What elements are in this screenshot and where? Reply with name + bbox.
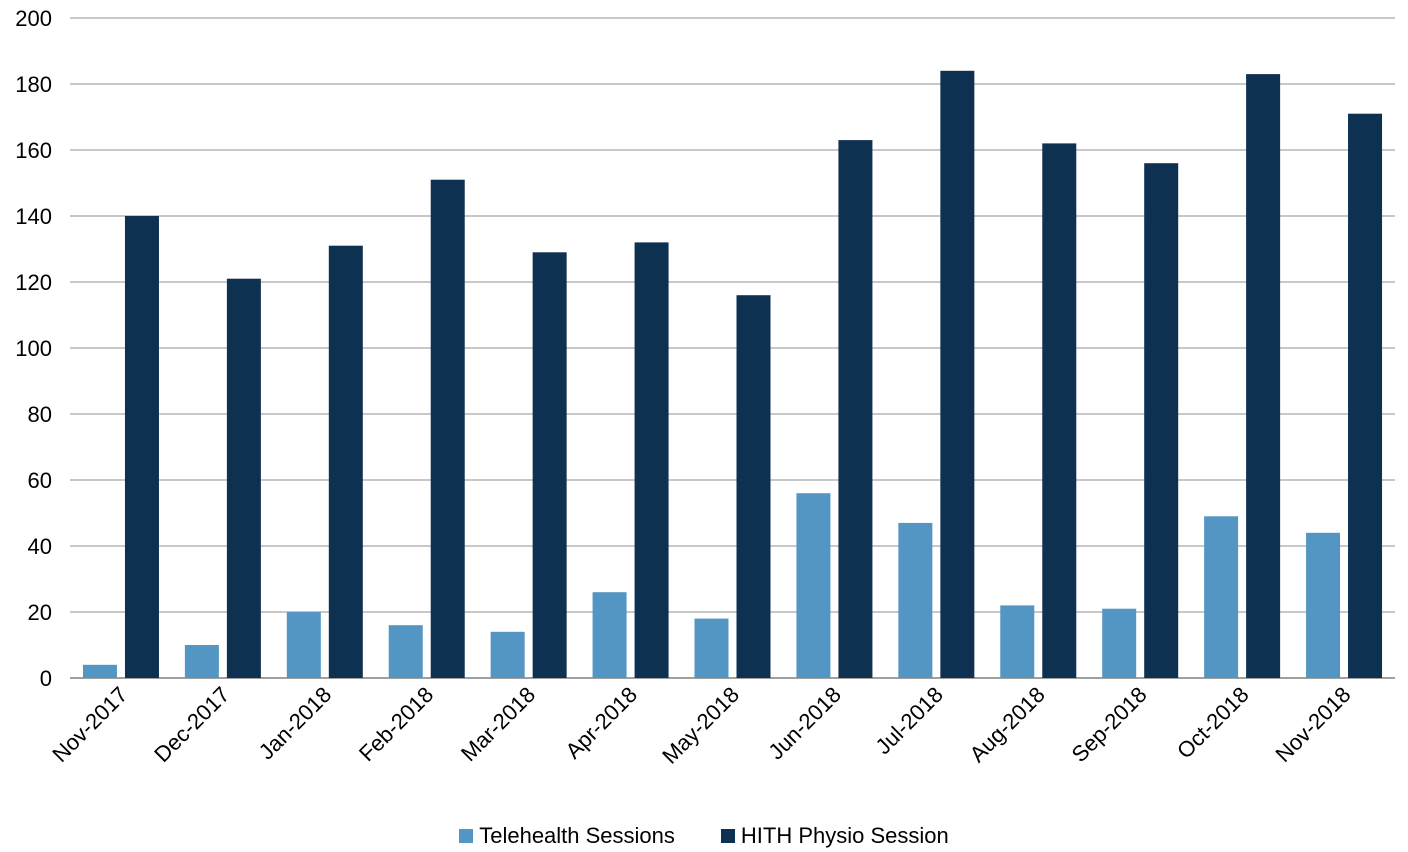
bar-hith [226,278,261,678]
bar-telehealth [694,618,729,678]
y-tick-label: 200 [15,6,52,31]
x-tick-label: May-2018 [657,682,744,769]
x-tick-label: Oct-2018 [1172,682,1254,764]
bar-telehealth [592,592,627,678]
bar-hith [1042,143,1077,678]
x-tick-label: Dec-2017 [149,682,234,767]
y-tick-label: 140 [15,204,52,229]
legend-label-telehealth: Telehealth Sessions [479,823,675,848]
x-tick-label: Nov-2018 [1270,682,1355,767]
y-tick-label: 100 [15,336,52,361]
bar-hith [1144,163,1179,678]
bar-hith [1348,113,1383,678]
bar-telehealth [82,664,117,678]
bar-hith [634,242,669,678]
y-tick-label: 120 [15,270,52,295]
bar-telehealth [1000,605,1035,678]
bar-hith [430,179,465,678]
y-tick-label: 180 [15,72,52,97]
bar-hith [1246,74,1281,679]
bar-telehealth [388,625,423,678]
bar-telehealth [1204,516,1239,678]
bar-hith [940,70,975,679]
legend-swatch-telehealth [459,829,474,843]
legend-item-hith: HITH Physio Session [720,823,949,849]
bar-hith [328,245,363,678]
x-tick-label: Sep-2018 [1067,682,1152,767]
y-tick-label: 60 [28,468,52,493]
legend-label-hith: HITH Physio Session [740,823,949,848]
bar-telehealth [490,631,525,678]
bar-hith [736,295,771,678]
x-tick-label: Mar-2018 [456,682,540,766]
legend-swatch-hith [720,829,735,843]
bar-telehealth [1306,532,1341,678]
bar-telehealth [898,522,933,678]
x-tick-label: Apr-2018 [560,682,642,764]
bar-telehealth [796,493,831,678]
y-tick-label: 160 [15,138,52,163]
bar-hith [838,140,873,679]
x-tick-label: Jan-2018 [254,682,337,765]
x-tick-label: Aug-2018 [965,682,1050,767]
bar-hith [124,216,159,678]
x-tick-label: Nov-2017 [47,682,132,767]
bar-telehealth [1102,608,1137,678]
y-tick-label: 20 [28,600,52,625]
bar-telehealth [286,612,321,678]
bar-hith [532,252,567,679]
x-tick-label: Feb-2018 [354,682,438,766]
y-tick-label: 80 [28,402,52,427]
x-tick-label: Jun-2018 [763,682,846,765]
y-tick-label: 40 [28,534,52,559]
x-tick-label: Jul-2018 [871,682,948,759]
legend: Telehealth Sessions HITH Physio Session [0,820,1408,852]
legend-item-telehealth: Telehealth Sessions [459,823,675,849]
y-tick-label: 0 [40,666,52,691]
bar-telehealth [184,645,219,678]
